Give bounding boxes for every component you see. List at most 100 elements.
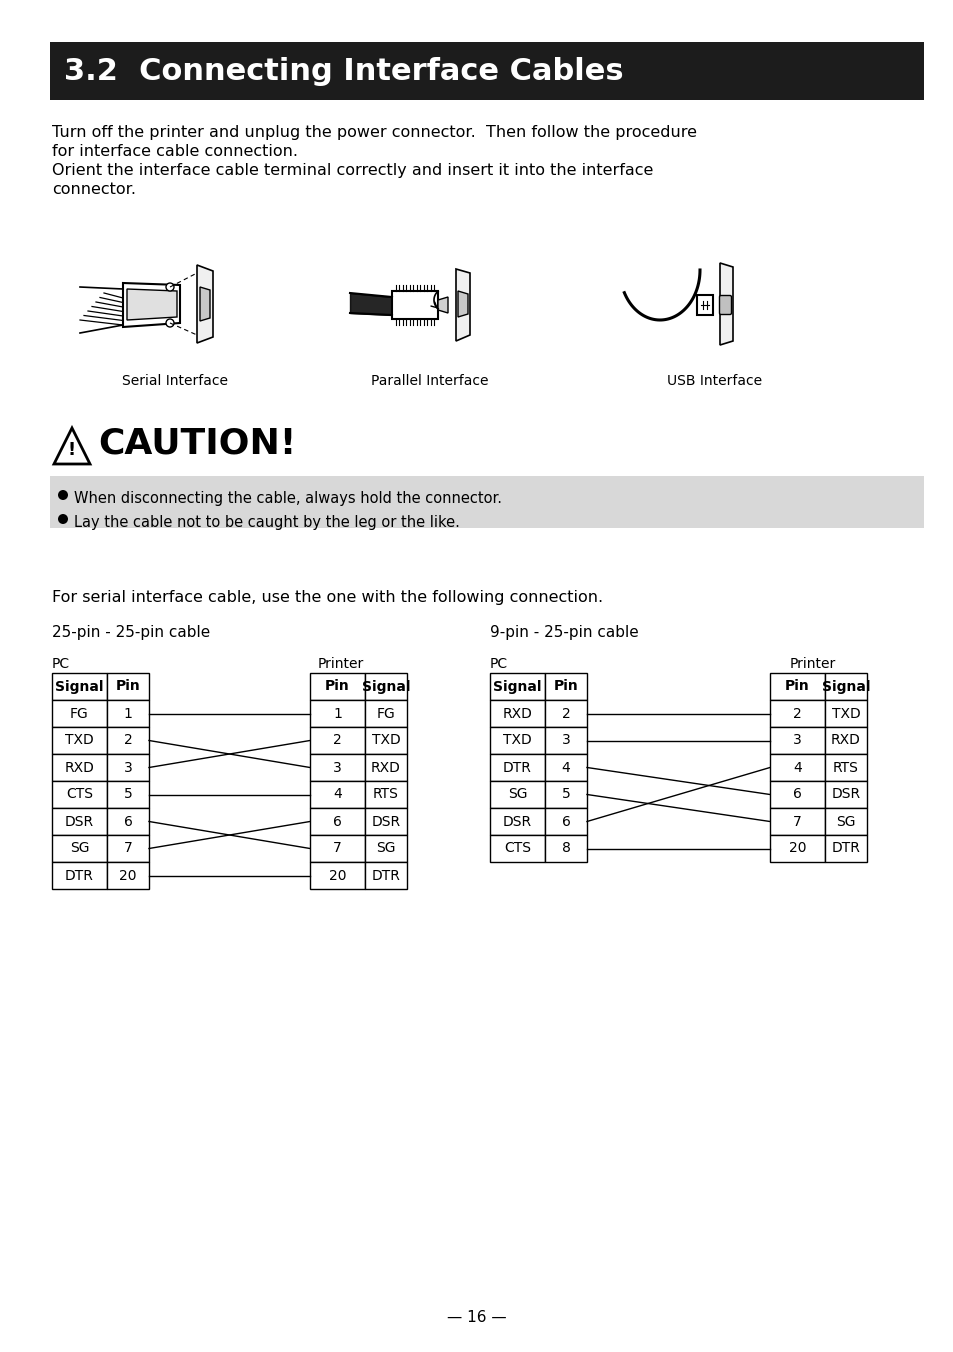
Bar	[824, 754, 866, 781]
Bar	[107, 836, 149, 863]
Bar	[544, 727, 586, 754]
Bar	[365, 863, 407, 890]
Bar	[310, 781, 365, 808]
Text: RTS: RTS	[832, 760, 858, 775]
Text: USB Interface: USB Interface	[667, 375, 761, 388]
Bar	[490, 727, 544, 754]
Text: Pin: Pin	[115, 680, 140, 694]
Text: TXD: TXD	[831, 707, 860, 721]
Text: When disconnecting the cable, always hold the connector.: When disconnecting the cable, always hol…	[74, 491, 501, 506]
Text: CTS: CTS	[503, 841, 531, 856]
Text: 4: 4	[333, 787, 341, 802]
Polygon shape	[720, 264, 732, 345]
Text: 4: 4	[561, 760, 570, 775]
Text: PC: PC	[490, 657, 508, 671]
Text: DSR: DSR	[371, 814, 400, 829]
Polygon shape	[54, 429, 90, 464]
Text: Signal: Signal	[55, 680, 104, 694]
Bar	[52, 808, 107, 836]
Polygon shape	[437, 297, 448, 314]
Bar	[824, 727, 866, 754]
Text: RXD: RXD	[65, 760, 94, 775]
Text: FG: FG	[71, 707, 89, 721]
Text: 7: 7	[124, 841, 132, 856]
Text: Orient the interface cable terminal correctly and insert it into the interface: Orient the interface cable terminal corr…	[52, 164, 653, 178]
Text: DTR: DTR	[831, 841, 860, 856]
Circle shape	[166, 319, 173, 327]
Text: 5: 5	[561, 787, 570, 802]
Text: Pin: Pin	[784, 680, 809, 694]
Text: 2: 2	[792, 707, 801, 721]
Bar	[490, 781, 544, 808]
Bar	[544, 754, 586, 781]
Bar	[310, 808, 365, 836]
Text: SG: SG	[836, 814, 855, 829]
Polygon shape	[127, 289, 177, 320]
Circle shape	[58, 489, 68, 500]
Bar	[50, 476, 923, 529]
Text: 1: 1	[333, 707, 341, 721]
Bar	[769, 700, 824, 727]
Bar	[769, 673, 824, 700]
Bar	[365, 781, 407, 808]
Bar	[769, 781, 824, 808]
Text: FG: FG	[376, 707, 395, 721]
Bar	[824, 781, 866, 808]
Bar	[544, 836, 586, 863]
Bar	[824, 673, 866, 700]
Text: Signal: Signal	[821, 680, 869, 694]
Text: 5: 5	[124, 787, 132, 802]
Bar	[490, 700, 544, 727]
Bar	[107, 863, 149, 890]
Bar	[107, 700, 149, 727]
Text: DSR: DSR	[831, 787, 860, 802]
Bar	[365, 836, 407, 863]
Bar	[824, 836, 866, 863]
Text: Lay the cable not to be caught by the leg or the like.: Lay the cable not to be caught by the le…	[74, 515, 459, 530]
Text: 20: 20	[788, 841, 805, 856]
Bar	[52, 673, 107, 700]
Bar	[824, 808, 866, 836]
Text: RTS: RTS	[373, 787, 398, 802]
Bar	[365, 700, 407, 727]
FancyBboxPatch shape	[719, 296, 731, 315]
Text: 6: 6	[561, 814, 570, 829]
Text: Serial Interface: Serial Interface	[122, 375, 228, 388]
Bar	[52, 781, 107, 808]
Text: RXD: RXD	[502, 707, 532, 721]
Polygon shape	[392, 291, 437, 319]
Text: Parallel Interface: Parallel Interface	[371, 375, 488, 388]
Text: Pin: Pin	[553, 680, 578, 694]
Bar	[52, 863, 107, 890]
Bar	[769, 727, 824, 754]
Text: Printer: Printer	[317, 657, 364, 671]
Bar	[769, 836, 824, 863]
Polygon shape	[200, 287, 210, 320]
Text: 6: 6	[792, 787, 801, 802]
Circle shape	[166, 283, 173, 291]
Bar	[544, 673, 586, 700]
Bar	[107, 673, 149, 700]
Bar	[490, 836, 544, 863]
Text: RXD: RXD	[830, 734, 860, 748]
Text: 1: 1	[124, 707, 132, 721]
Text: 9-pin - 25-pin cable: 9-pin - 25-pin cable	[490, 625, 639, 639]
Text: SG: SG	[375, 841, 395, 856]
Text: 3: 3	[124, 760, 132, 775]
Bar	[544, 700, 586, 727]
Bar	[544, 781, 586, 808]
Bar	[310, 673, 365, 700]
Text: 3: 3	[792, 734, 801, 748]
Text: 20: 20	[329, 868, 346, 883]
Text: CTS: CTS	[66, 787, 92, 802]
Text: DTR: DTR	[371, 868, 400, 883]
Polygon shape	[123, 283, 180, 327]
Bar	[769, 808, 824, 836]
Text: 25-pin - 25-pin cable: 25-pin - 25-pin cable	[52, 625, 210, 639]
Text: Pin: Pin	[325, 680, 350, 694]
Text: 8: 8	[561, 841, 570, 856]
Bar	[310, 727, 365, 754]
Text: 6: 6	[124, 814, 132, 829]
Text: for interface cable connection.: for interface cable connection.	[52, 145, 297, 160]
Bar	[310, 836, 365, 863]
